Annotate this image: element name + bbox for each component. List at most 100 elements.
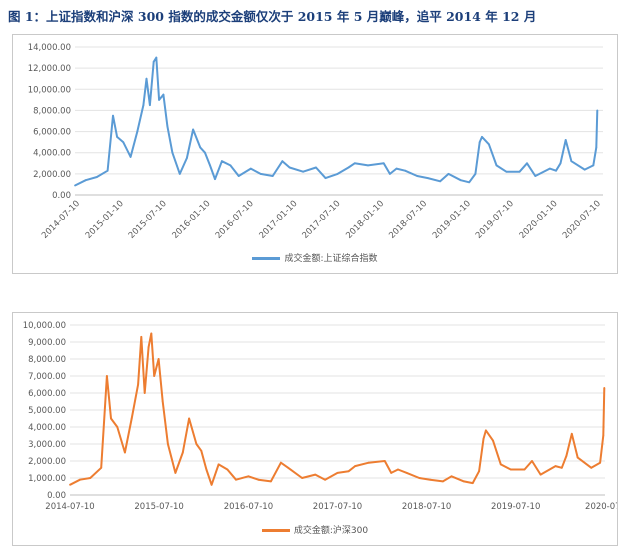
- y-tick-label-1-4: 4,000.00: [28, 423, 66, 433]
- data-point-1-0-4: [106, 375, 108, 377]
- x-tick-label-1-2: 2016-07-10: [224, 502, 273, 512]
- x-tick-label-0-7: 2018-01-10: [344, 199, 386, 241]
- data-point-0-0-47: [447, 173, 450, 175]
- data-point-0-0-55: [505, 170, 508, 173]
- series-line-0-0: [74, 56, 599, 187]
- y-tick-label-1-10: 10,000.00: [23, 321, 66, 331]
- data-point-1-0-49: [471, 482, 474, 484]
- data-point-0-0-7: [129, 156, 132, 158]
- x-tick-1-2: 2016-07-10: [224, 502, 273, 512]
- x-tick-0-2: 2015-07-10: [127, 199, 169, 241]
- x-tick-label-0-12: 2020-07-10: [561, 199, 603, 241]
- x-tick-label-0-10: 2019-07-10: [474, 199, 516, 241]
- data-point-0-0-9: [142, 104, 145, 106]
- data-point-1-0-7: [124, 451, 126, 454]
- data-point-0-0-58: [534, 175, 537, 177]
- data-point-0-0-1: [84, 179, 87, 182]
- y-tick-label-1-6: 6,000.00: [28, 389, 66, 399]
- data-point-1-0-30: [270, 480, 272, 483]
- data-point-0-0-12: [152, 60, 155, 63]
- y-tick-label-1-5: 5,000.00: [28, 406, 66, 416]
- y-tick-label-0-0: 0.00: [52, 191, 71, 201]
- data-point-0-0-40: [382, 162, 385, 165]
- data-point-1-0-39: [367, 461, 370, 464]
- data-point-0-0-13: [155, 56, 158, 59]
- x-tick-label-1-1: 2015-07-10: [134, 502, 183, 512]
- x-tick-0-10: 2019-07-10: [474, 199, 516, 241]
- data-point-0-0-44: [416, 175, 419, 177]
- y-tick-label-0-5: 10,000.00: [28, 85, 71, 95]
- x-tick-label-0-2: 2015-07-10: [127, 199, 169, 241]
- data-point-0-0-64: [583, 168, 586, 171]
- x-tick-label-0-9: 2019-01-10: [431, 199, 473, 241]
- y-tick-label-1-1: 1,000.00: [28, 474, 66, 484]
- data-point-1-0-58: [539, 473, 542, 476]
- data-point-0-0-4: [112, 114, 114, 117]
- data-point-0-0-3: [106, 169, 109, 172]
- data-point-0-0-5: [116, 136, 118, 138]
- y-tick-label-1-0: 0.00: [47, 491, 66, 501]
- data-point-0-0-53: [488, 143, 490, 146]
- legend-swatch-csi300: [261, 529, 290, 532]
- y-tick-label-1-9: 9,000.00: [28, 338, 66, 348]
- data-point-1-0-19: [181, 451, 184, 454]
- x-tick-0-7: 2018-01-10: [344, 199, 386, 241]
- data-point-0-0-59: [548, 167, 551, 170]
- data-point-1-0-18: [174, 472, 177, 474]
- data-point-1-0-0: [69, 483, 71, 486]
- data-point-1-0-40: [383, 460, 386, 462]
- x-tick-1-4: 2018-07-10: [402, 502, 451, 512]
- data-point-1-0-52: [485, 429, 487, 432]
- data-point-1-0-59: [554, 465, 557, 467]
- x-tick-1-6: 2020-07: [585, 502, 617, 512]
- data-point-1-0-56: [523, 468, 526, 471]
- x-tick-0-9: 2019-01-10: [431, 199, 473, 241]
- data-point-0-0-29: [259, 173, 262, 175]
- data-point-1-0-16: [161, 400, 164, 403]
- x-tick-label-0-0: 2014-07-10: [40, 199, 82, 241]
- y-tick-label-0-4: 8,000.00: [33, 106, 71, 116]
- data-point-0-0-15: [162, 93, 165, 96]
- data-point-1-0-37: [347, 470, 350, 473]
- data-point-0-0-50: [474, 173, 477, 175]
- data-point-1-0-44: [418, 477, 421, 479]
- data-point-1-0-9: [137, 383, 139, 386]
- data-point-0-0-21: [199, 146, 202, 149]
- y-tick-label-0-7: 14,000.00: [28, 43, 71, 53]
- data-point-0-0-41: [389, 173, 391, 175]
- data-point-1-0-36: [336, 472, 339, 474]
- data-point-0-0-63: [570, 160, 573, 163]
- data-point-1-0-50: [478, 470, 480, 473]
- data-point-1-0-65: [599, 461, 601, 464]
- data-point-1-0-46: [442, 480, 444, 483]
- y-tick-label-0-1: 2,000.00: [33, 170, 71, 180]
- data-point-1-0-63: [576, 456, 579, 459]
- data-point-0-0-45: [427, 177, 429, 180]
- x-tick-0-3: 2016-01-10: [171, 199, 213, 241]
- data-point-0-0-23: [209, 164, 211, 167]
- data-point-0-0-28: [249, 167, 252, 170]
- data-point-0-0-34: [315, 166, 317, 169]
- x-tick-label-1-5: 2019-07-10: [491, 502, 540, 512]
- data-point-1-0-53: [492, 439, 494, 442]
- data-point-1-0-24: [210, 483, 213, 486]
- x-tick-label-1-3: 2017-07-10: [313, 502, 362, 512]
- data-point-0-0-6: [122, 141, 125, 143]
- data-point-0-0-60: [555, 169, 557, 172]
- data-point-0-0-36: [336, 173, 339, 175]
- data-point-0-0-39: [367, 164, 369, 167]
- data-point-0-0-24: [214, 178, 216, 181]
- data-point-0-0-14: [158, 99, 161, 101]
- data-point-0-0-67: [596, 109, 599, 112]
- data-point-1-0-3: [100, 466, 103, 469]
- data-point-1-0-66: [602, 434, 605, 437]
- data-point-0-0-38: [353, 162, 356, 165]
- x-tick-1-0: 2014-07-10: [45, 502, 94, 512]
- data-point-0-0-18: [178, 173, 181, 175]
- data-point-0-0-19: [186, 157, 188, 159]
- data-point-0-0-66: [595, 146, 598, 149]
- data-point-1-0-51: [482, 438, 485, 440]
- data-point-0-0-20: [192, 128, 195, 131]
- y-tick-label-0-2: 4,000.00: [33, 149, 71, 159]
- data-point-1-0-62: [570, 432, 573, 435]
